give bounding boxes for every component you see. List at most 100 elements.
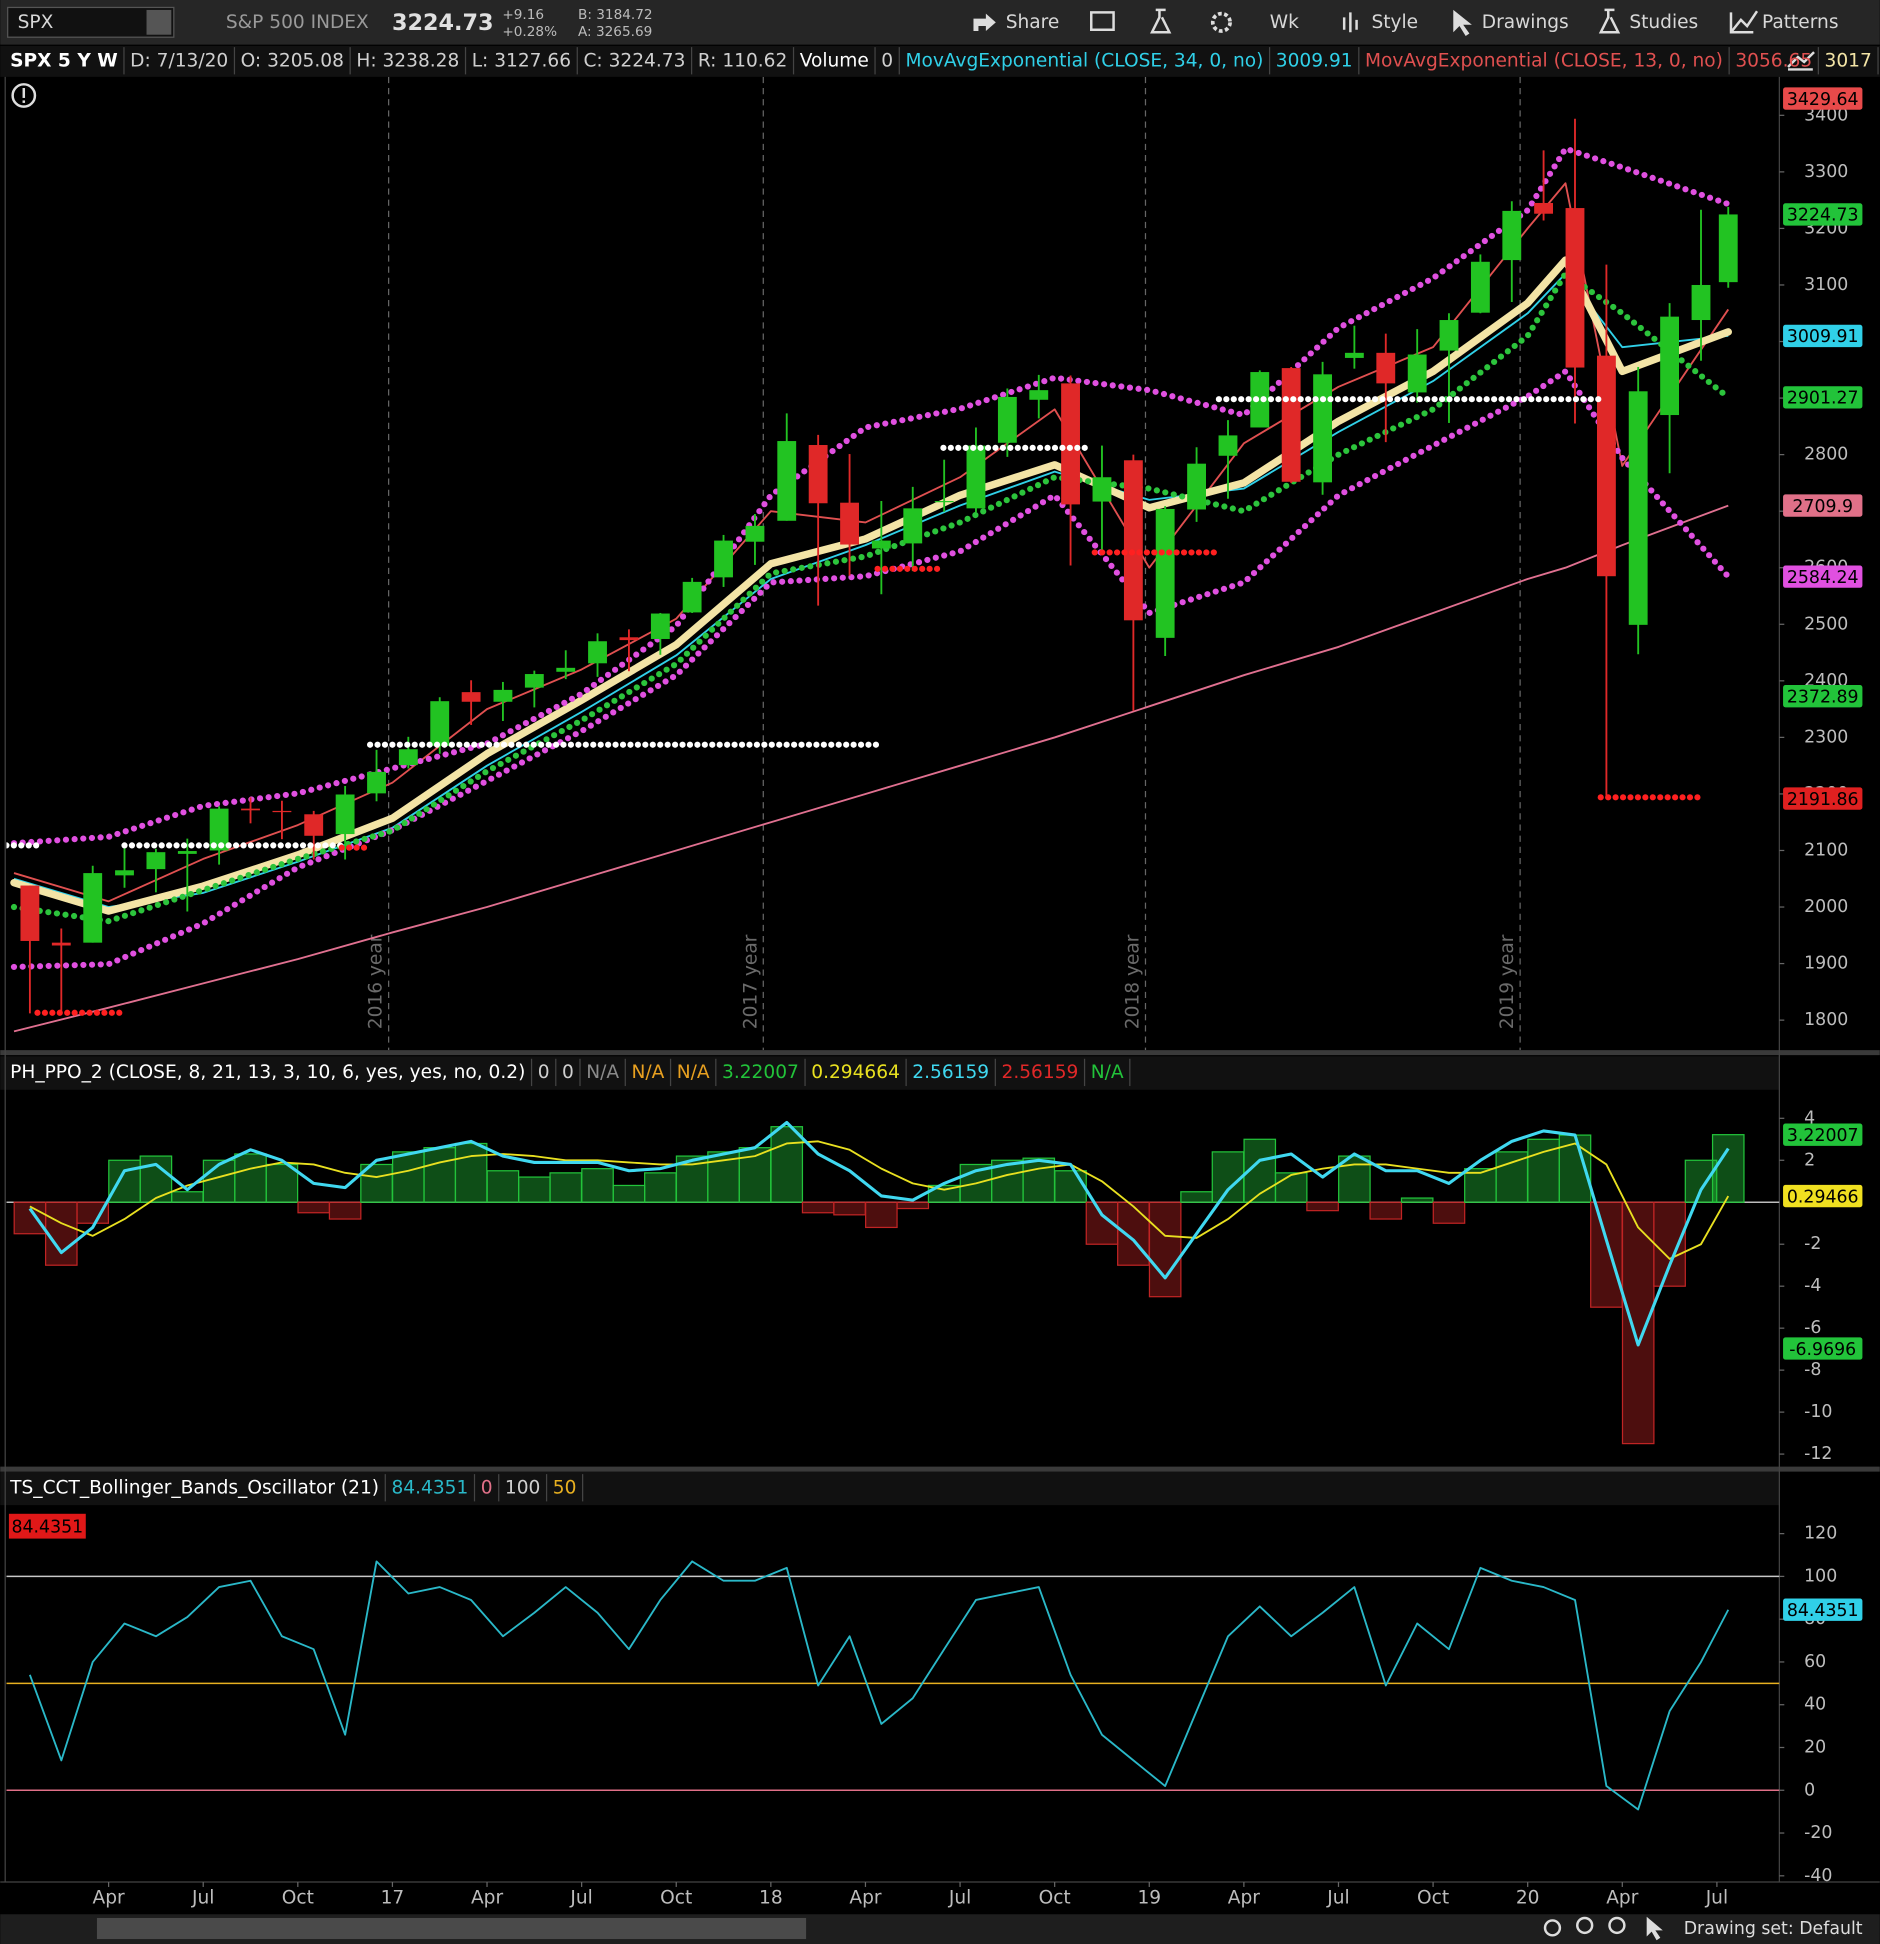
flask-icon[interactable] (1149, 8, 1172, 34)
histogram-bar (549, 1172, 583, 1203)
x-tick-label: 17 (381, 1888, 405, 1909)
candle-body (209, 808, 229, 851)
price-tag (1783, 324, 1863, 348)
button-studies[interactable]: Studies (1629, 12, 1698, 33)
alert-icon[interactable] (11, 83, 37, 108)
series-line (29, 1140, 1730, 1260)
y-tick-label: 3100 (1804, 275, 1848, 295)
x-tick-label: 20 (1516, 1888, 1540, 1909)
header-text: 3017 (1825, 50, 1872, 71)
histogram-bar (770, 1126, 804, 1203)
histogram-bar (1022, 1157, 1056, 1203)
bid: B: 3184.72 (578, 7, 653, 23)
price-tag-label: 2584.24 (1787, 568, 1859, 588)
candle-body (1313, 374, 1333, 483)
candle-body (1565, 208, 1585, 368)
price-tag-label: 0.29466 (1787, 1187, 1859, 1207)
price-tag-label: 3009.91 (1787, 327, 1859, 347)
candle-body (83, 873, 103, 943)
value-badge (8, 1513, 86, 1539)
y-tick-label: 2000 (1804, 897, 1848, 917)
header-text: 0 (562, 1062, 574, 1083)
header-text: N/A (677, 1062, 710, 1083)
header-text: L: 3127.66 (472, 50, 571, 71)
header-text: 2.56159 (912, 1062, 989, 1083)
plot-area (6, 1560, 1780, 1811)
histogram-bar (202, 1159, 236, 1203)
candle-body (1155, 508, 1175, 638)
price-tag (1783, 787, 1863, 810)
header-text: N/A (631, 1062, 664, 1083)
candle-body (997, 396, 1017, 443)
button-patterns[interactable]: Patterns (1762, 12, 1839, 33)
y-tick-label: 2500 (1804, 614, 1848, 634)
candle-body (1439, 320, 1459, 351)
style-icon[interactable] (1342, 12, 1358, 33)
header-text: TS_CCT_Bollinger_Bands_Oscillator (21) (9, 1477, 379, 1498)
expand-icon[interactable] (1787, 51, 1815, 71)
price-tag (1783, 494, 1863, 517)
button-share[interactable]: Share (1006, 12, 1060, 33)
zoom-in-icon[interactable] (1576, 1916, 1594, 1935)
y-tick-label: 3300 (1804, 162, 1848, 182)
share-icon[interactable] (973, 13, 996, 31)
studies-icon[interactable] (1598, 8, 1621, 34)
header-text: 3056.65 (1735, 50, 1812, 71)
candle-body (51, 942, 71, 946)
candle-body (556, 667, 576, 672)
x-tick-label: Jul (569, 1888, 592, 1909)
settings-icon[interactable] (1210, 11, 1232, 33)
tool-icon[interactable] (1090, 11, 1115, 31)
candle-body (115, 870, 134, 876)
y-tick-label: 0 (1804, 1780, 1815, 1800)
description: S&P 500 INDEX (226, 12, 369, 33)
candle-body (1628, 391, 1648, 625)
candle-body (714, 540, 733, 578)
symbol-dropdown[interactable] (146, 9, 172, 35)
crosshair-icon[interactable] (1543, 1919, 1562, 1937)
ask: A: 3265.69 (578, 24, 652, 40)
y-tick-label: 60 (1804, 1652, 1826, 1672)
x-tick-label: Oct (1417, 1888, 1449, 1909)
cursor-icon[interactable] (1646, 1916, 1663, 1941)
x-tick-label: Apr (1228, 1888, 1261, 1909)
y-tick-label: -12 (1804, 1444, 1832, 1464)
histogram-bar (1621, 1201, 1655, 1445)
drawings-icon[interactable] (1453, 9, 1472, 36)
alert-icon-dot (22, 100, 26, 103)
header-text: 0 (538, 1062, 550, 1083)
x-tick-label: Jul (948, 1888, 971, 1909)
candle-body (1596, 355, 1616, 577)
histogram-bar (1180, 1191, 1213, 1203)
header-text: SPX 5 Y W (10, 50, 118, 71)
histogram-bar (454, 1142, 488, 1203)
price-tag-label: 3429.64 (1787, 90, 1859, 110)
histogram-bar (644, 1172, 677, 1203)
drawing-set[interactable]: Drawing set: Default (1684, 1919, 1863, 1939)
scrollbar-thumb[interactable] (96, 1917, 807, 1940)
panel: 4 2 -2 -4 -6 -8 -10 -12 3.22007 0.29466 -6.9696 PH_… (6, 1058, 1863, 1464)
y-tick-label: 2800 (1804, 445, 1848, 465)
y-tick-label: 40 (1804, 1695, 1826, 1715)
candle-body (966, 445, 986, 509)
y-tick-label: 2300 (1804, 727, 1848, 747)
candle-body (1660, 316, 1680, 416)
patterns-icon[interactable] (1729, 10, 1759, 34)
zoom-out-icon[interactable] (1608, 1916, 1626, 1935)
x-tick-label: Oct (282, 1888, 314, 1909)
candle-body (808, 445, 828, 504)
candle-body (1029, 390, 1049, 400)
histogram-bar (1653, 1201, 1686, 1287)
button-wk[interactable]: Wk (1270, 12, 1299, 33)
histogram-bar (1369, 1201, 1403, 1220)
toolbar (0, 0, 1880, 45)
button-drawings[interactable]: Drawings (1482, 12, 1569, 33)
price-tag (1783, 386, 1863, 409)
histogram-bar (1432, 1201, 1466, 1224)
symbol-input[interactable] (7, 6, 175, 38)
x-tick-label: Apr (471, 1888, 504, 1909)
histogram-bar (612, 1184, 646, 1203)
y-tick-label: 4 (1804, 1108, 1815, 1128)
button-style[interactable]: Style (1371, 12, 1418, 33)
